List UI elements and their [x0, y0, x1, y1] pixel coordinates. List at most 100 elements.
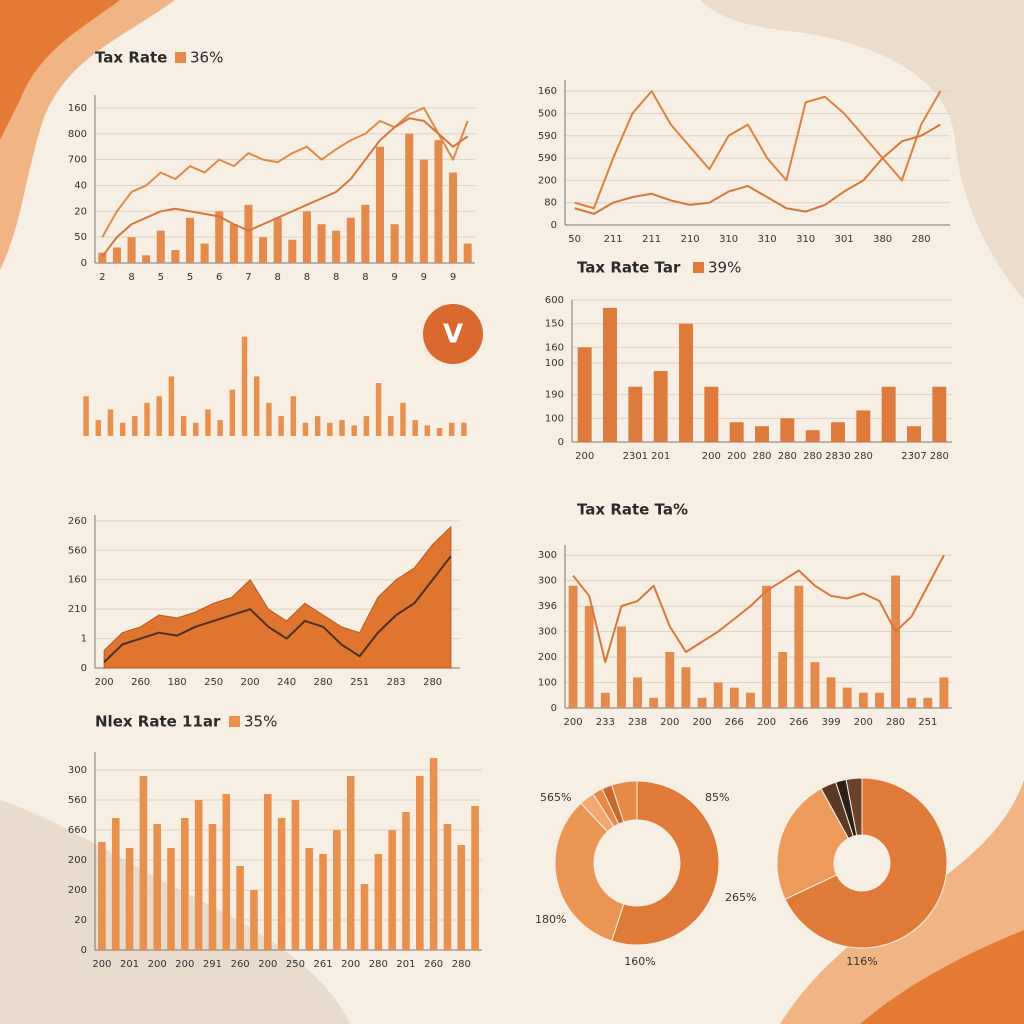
x-tick-label: 280 — [912, 234, 931, 245]
x-tick-label: 280 — [752, 451, 771, 462]
y-tick-label: 300 — [538, 627, 557, 638]
x-tick-label: 200 — [575, 451, 594, 462]
bar — [288, 239, 297, 263]
x-tick-label: 50 — [568, 234, 581, 245]
x-tick-label: 2830 — [825, 451, 850, 462]
y-tick-label: 200 — [538, 175, 557, 186]
bar — [142, 255, 151, 263]
decor-blob — [0, 0, 120, 140]
x-tick-label: 2307 — [901, 451, 926, 462]
x-tick-label: 7 — [245, 272, 251, 283]
bar — [842, 687, 852, 708]
bar — [443, 824, 452, 950]
bar — [266, 402, 272, 436]
y-tick-label: 200 — [538, 652, 557, 663]
bar — [375, 146, 385, 263]
bar — [305, 848, 314, 950]
bar — [332, 230, 341, 263]
y-tick-label: 560 — [68, 795, 87, 806]
x-tick-label: 260 — [424, 959, 443, 970]
bar — [471, 806, 479, 950]
y-tick-label: 560 — [68, 545, 87, 556]
y-tick-label: 396 — [538, 601, 557, 612]
x-tick-label: 399 — [822, 717, 841, 728]
badge — [423, 304, 483, 364]
y-tick-label: 160 — [545, 342, 564, 353]
x-tick-label: 180 — [168, 677, 187, 688]
pie-annotation: 265% — [725, 891, 756, 904]
line — [574, 90, 942, 210]
x-tick-label: 200 — [702, 451, 721, 462]
x-tick-label: 280 — [423, 677, 442, 688]
x-tick-label: 301 — [835, 234, 854, 245]
bar — [319, 854, 327, 950]
line — [574, 123, 941, 215]
y-tick-label: 1 — [81, 634, 87, 645]
y-tick-label: 300 — [68, 765, 87, 776]
bar — [679, 323, 693, 442]
bar — [302, 422, 309, 436]
y-tick-label: 0 — [551, 220, 557, 231]
bar — [259, 237, 268, 263]
x-tick-label: 210 — [681, 234, 700, 245]
bar — [729, 422, 744, 442]
bar — [907, 697, 917, 708]
x-tick-label: 280 — [803, 451, 822, 462]
x-tick-label: 201 — [120, 959, 139, 970]
bar — [390, 224, 399, 263]
x-tick-label: 291 — [203, 959, 222, 970]
y-tick-label: 160 — [538, 86, 557, 97]
bar — [600, 692, 610, 708]
bar — [112, 247, 121, 263]
bar — [98, 252, 107, 263]
y-tick-label: 160 — [68, 575, 87, 586]
bar — [229, 389, 236, 436]
x-tick-label: 280 — [778, 451, 797, 462]
y-tick-label: 260 — [68, 516, 87, 527]
bar — [939, 677, 949, 708]
bar — [463, 243, 472, 263]
line — [101, 117, 469, 258]
bar — [83, 396, 89, 436]
x-tick-label: 260 — [231, 959, 250, 970]
x-tick-label: 200 — [693, 717, 712, 728]
y-tick-label: 700 — [68, 155, 87, 166]
bar — [346, 217, 355, 263]
x-tick-label: 8 — [304, 272, 310, 283]
bar — [144, 402, 150, 436]
bar — [762, 585, 771, 708]
pie-annotation: 85% — [705, 791, 729, 804]
bar — [457, 845, 466, 950]
x-tick-label: 9 — [450, 272, 456, 283]
bar — [185, 217, 195, 263]
x-tick-label: 201 — [396, 959, 415, 970]
y-tick-label: 20 — [74, 206, 87, 217]
x-tick-label: 5 — [158, 272, 164, 283]
x-tick-label: 8 — [362, 272, 368, 283]
y-tick-label: 660 — [68, 825, 87, 836]
bar — [375, 383, 382, 436]
x-tick-label: 8 — [128, 272, 134, 283]
bar — [875, 692, 884, 708]
y-tick-label: 200 — [68, 885, 87, 896]
bar — [400, 402, 406, 436]
bar — [363, 416, 370, 436]
bar — [194, 800, 203, 950]
bar — [302, 211, 311, 263]
y-tick-label: 100 — [538, 678, 557, 689]
pie-annotation: 565% — [540, 791, 571, 804]
y-tick-label: 590 — [538, 153, 557, 164]
bar — [923, 697, 933, 708]
decor-blob — [700, 0, 1024, 300]
chart-title: Tax Rate — [95, 49, 167, 67]
bar — [628, 386, 643, 442]
line — [101, 106, 469, 238]
bar — [881, 386, 896, 442]
y-tick-label: 100 — [545, 358, 564, 369]
bar — [132, 416, 138, 436]
y-tick-label: 20 — [74, 915, 87, 926]
x-tick-label: 280 — [886, 717, 905, 728]
bar — [125, 848, 134, 950]
y-tick-label: 150 — [545, 319, 564, 330]
x-tick-label: 380 — [873, 234, 892, 245]
